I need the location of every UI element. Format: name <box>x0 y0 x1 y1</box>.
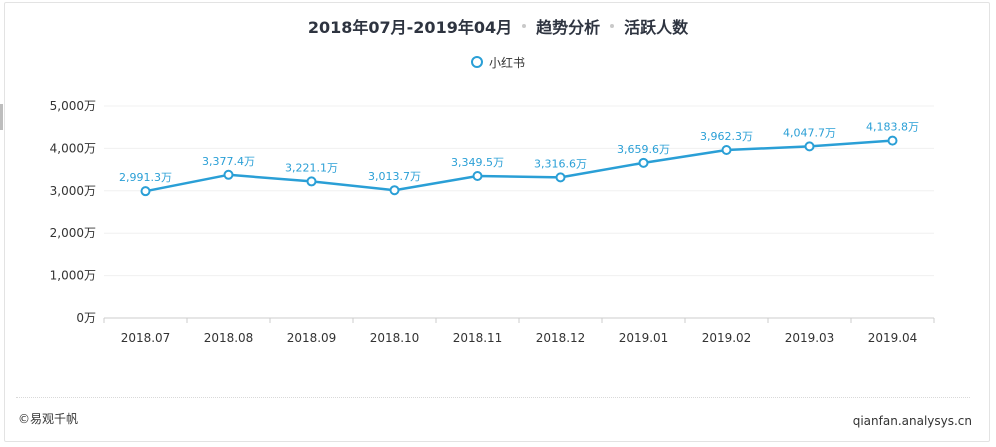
title-separator <box>522 24 527 28</box>
data-label: 4,047.7万 <box>783 126 836 139</box>
y-tick-label: 0万 <box>76 311 96 325</box>
x-tick-label: 2018.10 <box>370 331 420 345</box>
data-point <box>887 135 898 146</box>
data-label: 3,377.4万 <box>202 155 255 168</box>
data-label: 3,962.3万 <box>700 130 753 143</box>
side-marker <box>0 104 3 130</box>
x-tick-label: 2018.09 <box>287 331 337 345</box>
data-point <box>804 141 815 152</box>
data-label: 2,991.3万 <box>119 171 172 184</box>
x-tick-label: 2019.03 <box>785 331 835 345</box>
x-tick-label: 2019.01 <box>619 331 669 345</box>
y-tick-label: 5,000万 <box>50 99 96 113</box>
x-tick-label: 2018.07 <box>121 331 171 345</box>
data-point <box>721 144 732 155</box>
footer-divider <box>16 397 970 398</box>
footer-source: ©易观千帆 <box>18 412 79 426</box>
chart-title: 2018年07月-2019年04月 趋势分析 活跃人数 <box>0 12 996 40</box>
data-point <box>472 170 483 181</box>
x-tick-label: 2018.08 <box>204 331 254 345</box>
data-point <box>555 172 566 183</box>
data-point <box>638 157 649 168</box>
x-tick-label: 2018.12 <box>536 331 586 345</box>
chart-card <box>4 2 990 442</box>
x-tick-label: 2019.02 <box>702 331 752 345</box>
data-label: 3,316.6万 <box>534 157 587 170</box>
title-analysis: 趋势分析 <box>536 18 601 37</box>
data-point <box>306 176 317 187</box>
title-metric: 活跃人数 <box>624 18 689 37</box>
data-point <box>389 185 400 196</box>
y-tick-label: 4,000万 <box>50 141 96 155</box>
legend[interactable]: 小红书 <box>0 52 996 72</box>
series-line <box>145 139 893 193</box>
title-period: 2018年07月-2019年04月 <box>307 18 513 37</box>
y-tick-label: 1,000万 <box>50 269 96 283</box>
data-point <box>223 169 234 180</box>
data-label: 4,183.8万 <box>866 121 919 134</box>
legend-label: 小红书 <box>488 55 525 70</box>
data-point <box>140 186 151 197</box>
data-label: 3,013.7万 <box>368 170 421 183</box>
title-separator <box>610 24 615 28</box>
y-tick-label: 2,000万 <box>50 226 96 240</box>
data-label: 3,349.5万 <box>451 156 504 169</box>
x-tick-label: 2019.04 <box>868 331 918 345</box>
x-tick-label: 2018.11 <box>453 331 503 345</box>
y-tick-label: 3,000万 <box>50 184 96 198</box>
data-label: 3,221.1万 <box>285 161 338 174</box>
data-label: 3,659.6万 <box>617 143 670 156</box>
legend-marker-icon <box>470 56 483 68</box>
footer-url: qianfan.analysys.cn <box>852 414 972 428</box>
